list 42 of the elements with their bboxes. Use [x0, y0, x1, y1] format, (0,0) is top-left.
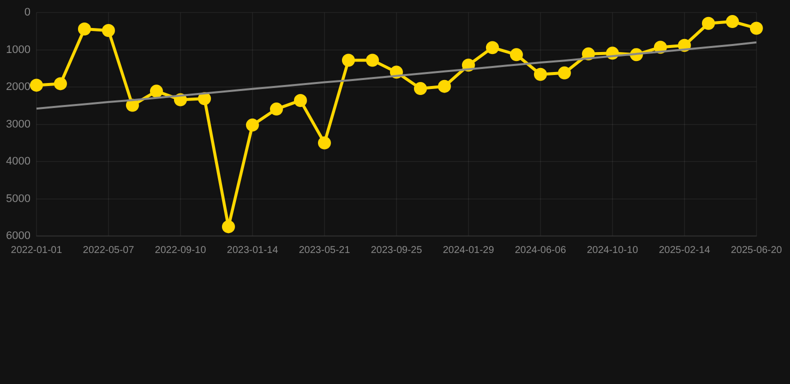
point: [30, 78, 43, 92]
point: [126, 98, 139, 112]
point: [750, 22, 763, 35]
x-tick-label: 2024-10-10: [586, 244, 638, 256]
point: [486, 41, 499, 54]
point: [150, 84, 163, 98]
point: [222, 220, 235, 234]
x-tick-label: 2023-09-25: [370, 244, 422, 256]
point: [54, 77, 67, 90]
point: [246, 118, 259, 132]
point: [702, 16, 715, 30]
point: [102, 24, 115, 37]
point: [726, 15, 739, 28]
point: [558, 66, 571, 80]
y-tick-label: 2000: [6, 81, 30, 94]
y-tick-label: 1000: [6, 44, 30, 56]
x-tick-label: 2022-01-01: [10, 244, 62, 256]
x-tick-label: 2025-02-14: [658, 244, 710, 256]
point: [342, 54, 355, 67]
x-tick-label: 2025-06-20: [730, 244, 782, 256]
y-tick-label: 6000: [6, 230, 30, 242]
point: [318, 136, 331, 150]
x-tick-label: 2024-01-29: [442, 244, 494, 256]
point: [438, 80, 451, 93]
y-tick-label: 5000: [6, 192, 30, 205]
x-tick-label: 2023-01-14: [226, 244, 278, 256]
x-tick-label: 2022-09-10: [154, 244, 206, 256]
point: [198, 92, 211, 106]
point: [270, 102, 283, 116]
y-tick-label: 4000: [6, 156, 30, 168]
point: [414, 82, 427, 96]
point: [534, 68, 547, 81]
x-tick-label: 2023-05-21: [298, 244, 350, 256]
point: [654, 40, 667, 54]
x-tick-label: 2024-06-06: [514, 244, 566, 256]
point: [294, 94, 307, 107]
point: [366, 54, 379, 67]
y-tick-label: 3000: [6, 118, 30, 130]
point: [78, 22, 91, 36]
y-tick-label: 0: [24, 6, 30, 19]
point: [510, 48, 523, 62]
x-tick-label: 2022-05-07: [82, 244, 134, 256]
